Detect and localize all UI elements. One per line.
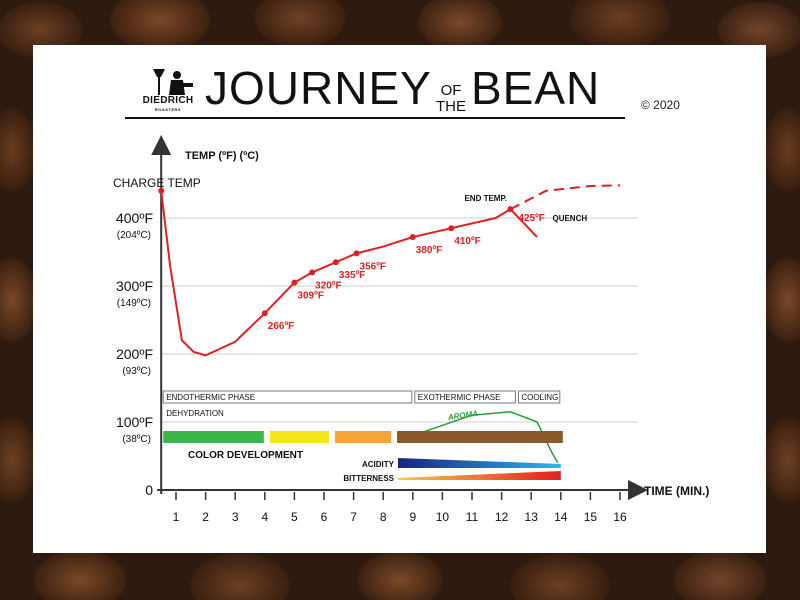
x-tick-label: 3: [232, 510, 239, 524]
color-development-bar: [269, 431, 329, 443]
temperature-point-label: 410ºF: [454, 236, 480, 247]
x-tick-label: 9: [409, 510, 416, 524]
quench-drop-line: [509, 208, 538, 238]
roaster-silhouette-icon: [153, 69, 193, 95]
x-tick-label: 8: [380, 510, 387, 524]
aroma-label: AROMA: [446, 409, 478, 422]
x-tick-label: 16: [613, 510, 627, 524]
temperature-point-label: 266ºF: [268, 321, 294, 332]
x-tick-label: 13: [525, 510, 539, 524]
brand-name: DIEDRICH: [142, 95, 194, 106]
charge-temp-point: [158, 187, 165, 194]
temperature-point: [291, 279, 298, 286]
x-tick-label: 14: [554, 510, 568, 524]
brand-subtitle: ROASTERS: [154, 107, 182, 112]
phase-label: EXOTHERMIC PHASE: [418, 393, 501, 402]
temperature-point-label: 356ºF: [360, 261, 386, 272]
y-tick-label: 200ºF: [116, 346, 153, 362]
color-development-bar: [334, 431, 392, 443]
temperature-point-label: 320ºF: [315, 280, 341, 291]
temperature-point: [409, 234, 416, 241]
title-word-the: THE: [436, 98, 466, 115]
color-development-bar: [397, 431, 563, 443]
title-word-journey: JOURNEY: [205, 62, 432, 114]
y-tick-label: 100ºF: [116, 414, 153, 430]
phase-box: [414, 390, 516, 404]
roast-temperature-line: [160, 190, 511, 357]
x-tick-label: 12: [495, 510, 509, 524]
color-development-bar: [163, 431, 264, 443]
projected-temperature-line: [510, 184, 621, 211]
title-underline: [125, 117, 625, 119]
temperature-point-label: 309ºF: [297, 291, 323, 302]
phase-label: COOLING: [521, 393, 558, 402]
infographic-card: DIEDRICH ROASTERS JOURNEY OF THE BEAN © …: [33, 45, 766, 553]
y-axis-title: TEMP (ºF) (ºC): [185, 150, 259, 162]
x-tick-label: 15: [584, 510, 598, 524]
color-development-label: COLOR DEVELOPMENT: [188, 450, 303, 461]
aroma-curve: [412, 411, 559, 464]
x-tick-label: 2: [202, 510, 209, 524]
end-temp-label: END TEMP.: [464, 194, 507, 203]
diedrich-logo: DIEDRICH ROASTERS: [133, 67, 203, 113]
phase-box: [162, 390, 413, 404]
x-tick-label: 6: [321, 510, 328, 524]
y-tick-celsius-label: (149ºC): [117, 298, 151, 309]
temperature-point: [309, 269, 316, 276]
x-tick-label: 11: [466, 510, 479, 524]
y-tick-label: 0: [145, 482, 153, 498]
acidity-label: ACIDITY: [362, 460, 395, 469]
phase-box: [517, 390, 561, 404]
temperature-point: [332, 259, 339, 266]
temperature-point-label: 380ºF: [416, 245, 442, 256]
temperature-point-label: 335ºF: [339, 270, 365, 281]
temperature-point-label: 425ºF: [518, 213, 544, 224]
x-tick-label: 10: [436, 510, 450, 524]
dehydration-label: DEHYDRATION: [166, 409, 224, 418]
quench-label: QUENCH: [552, 214, 587, 223]
y-tick-celsius-label: (204ºC): [117, 230, 151, 241]
acidity-gradient-bar: [398, 458, 561, 468]
phase-label: ENDOTHERMIC PHASE: [166, 393, 255, 402]
x-axis-title: TIME (MIN.): [644, 484, 709, 498]
temperature-point: [261, 310, 268, 317]
roast-profile-chart: TEMP (ºF) (ºC) 0 100ºF (38ºC) 200ºF (93ºC) 300…: [113, 135, 709, 524]
x-tick-label: 5: [291, 510, 298, 524]
y-tick-celsius-label: (93ºC): [122, 366, 151, 377]
y-tick-celsius-label: (38ºC): [122, 434, 151, 445]
copyright-notice: © 2020: [641, 98, 680, 112]
x-tick-label: 7: [350, 510, 357, 524]
title-word-of: OF: [440, 82, 462, 99]
temperature-point: [353, 250, 360, 257]
y-tick-label: 400ºF: [116, 210, 153, 226]
bitterness-gradient-bar: [398, 471, 561, 480]
temperature-point: [507, 206, 514, 213]
y-tick-label: 300ºF: [116, 278, 153, 294]
charge-temp-label: CHARGE TEMP: [113, 176, 201, 190]
title-word-bean: BEAN: [471, 62, 601, 114]
bitterness-label: BITTERNESS: [343, 474, 394, 483]
temperature-point: [448, 225, 455, 232]
x-tick-label: 1: [173, 510, 180, 524]
x-tick-label: 4: [261, 510, 268, 524]
